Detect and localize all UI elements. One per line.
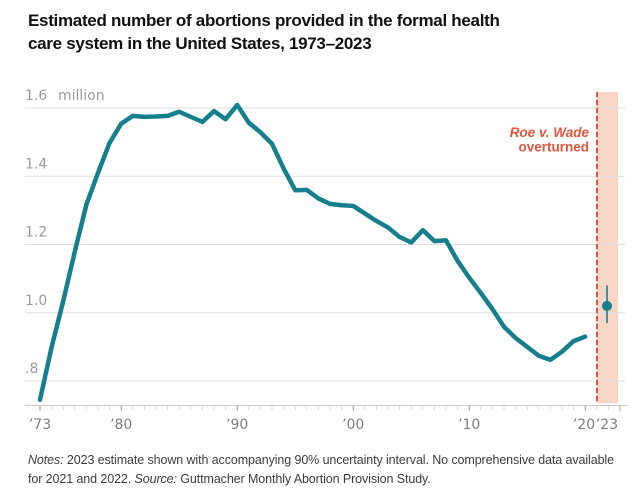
x-axis-label: ’10 xyxy=(458,417,480,433)
estimate-2023-point xyxy=(602,300,612,311)
notes-label: Notes: xyxy=(28,453,64,467)
x-axis-label: ’23 xyxy=(596,417,618,433)
x-axis-label: ’80 xyxy=(110,417,132,433)
chart-title: Estimated number of abortions provided i… xyxy=(28,9,613,56)
x-axis-label: ’00 xyxy=(342,417,364,433)
x-axis-label: ’73 xyxy=(29,417,51,433)
y-axis-label: .8 xyxy=(25,361,38,377)
roe-annotation-line1: Roe v. Wade xyxy=(510,125,590,140)
source-label: Source: xyxy=(134,472,177,487)
y-axis-label: 1.6 xyxy=(25,88,47,104)
y-axis-label: 1.2 xyxy=(25,225,47,241)
x-axis-label: ’90 xyxy=(226,417,248,433)
chart-title-line1: Estimated number of abortions provided i… xyxy=(28,11,500,30)
abortions-line xyxy=(37,102,588,403)
y-axis-unit-label: million xyxy=(58,88,105,104)
x-axis-label: ’20 xyxy=(573,417,595,433)
chart-footnote: Notes: 2023 estimate shown with accompan… xyxy=(28,451,616,490)
y-axis-label: 1.4 xyxy=(25,156,47,172)
chart-title-line2: care system in the United States, 1973–2… xyxy=(28,34,372,54)
overturn-band xyxy=(596,92,618,403)
source-text: Guttmacher Monthly Abortion Provision St… xyxy=(176,472,431,487)
notes-text: 2023 estimate shown with accompanying 90… xyxy=(28,453,614,487)
roe-annotation-line2: overturned xyxy=(518,140,589,155)
y-axis-label: 1.0 xyxy=(25,293,47,309)
